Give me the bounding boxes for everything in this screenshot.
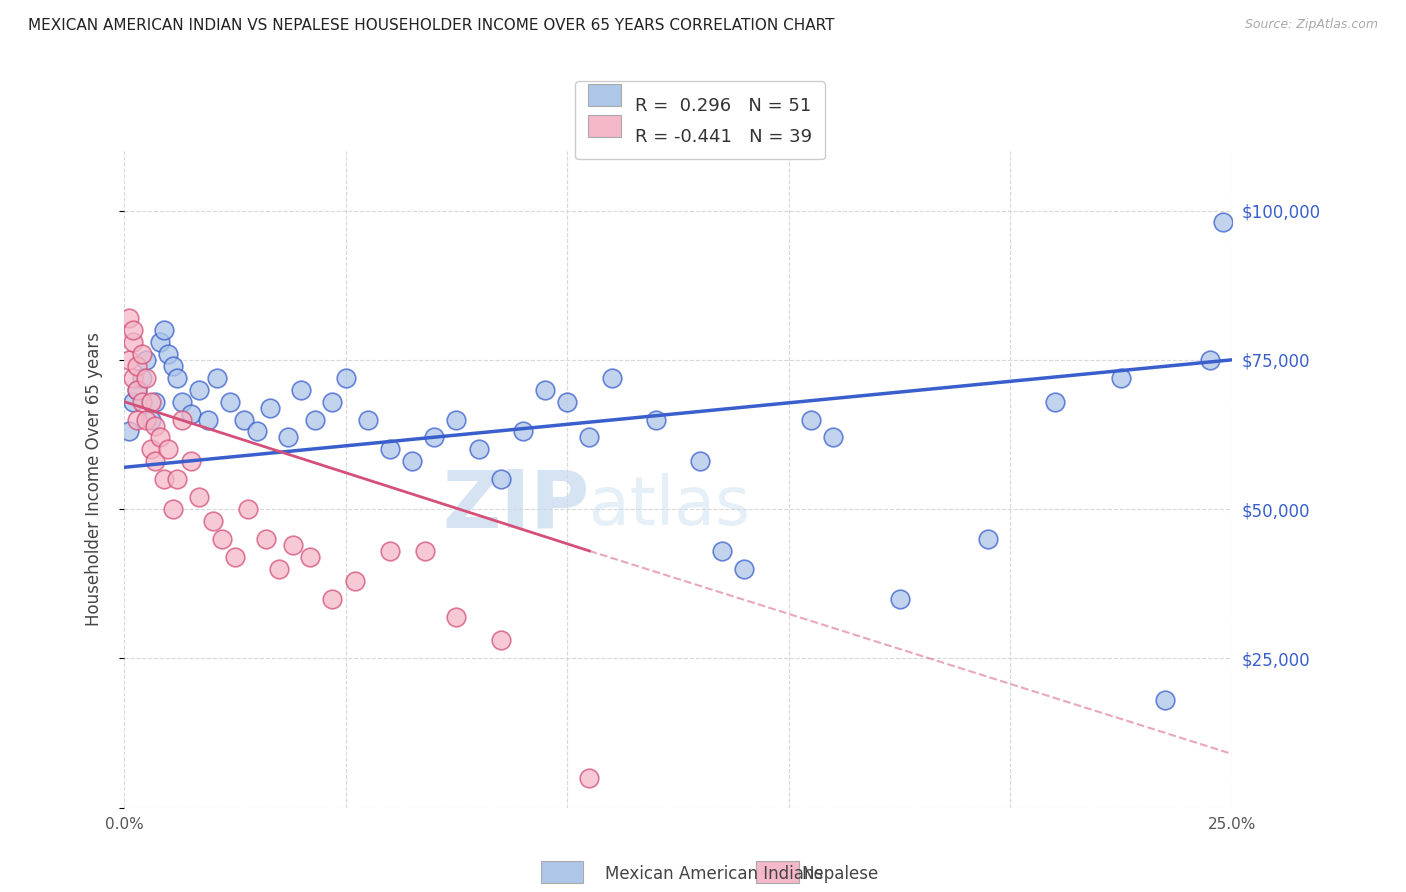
Point — [489, 472, 512, 486]
Point — [122, 334, 145, 349]
Point — [166, 370, 188, 384]
Text: MEXICAN AMERICAN INDIAN VS NEPALESE HOUSEHOLDER INCOME OVER 65 YEARS CORRELATION: MEXICAN AMERICAN INDIAN VS NEPALESE HOUS… — [28, 18, 835, 33]
Point — [578, 771, 600, 785]
Point — [131, 347, 153, 361]
Point — [135, 412, 157, 426]
Point — [117, 352, 139, 367]
Point — [378, 442, 401, 457]
Point — [139, 442, 162, 457]
Point — [401, 454, 423, 468]
Point — [180, 454, 202, 468]
Point — [197, 412, 219, 426]
Point — [148, 334, 170, 349]
Text: atlas: atlas — [589, 473, 751, 539]
Point — [117, 425, 139, 439]
Point — [281, 538, 304, 552]
Y-axis label: Householder Income Over 65 years: Householder Income Over 65 years — [86, 332, 103, 626]
Point — [254, 532, 277, 546]
Point — [122, 370, 145, 384]
Point — [205, 370, 228, 384]
Point — [378, 544, 401, 558]
Point — [1154, 693, 1177, 707]
Point — [148, 430, 170, 444]
Point — [423, 430, 446, 444]
Point — [578, 430, 600, 444]
Point — [143, 454, 166, 468]
Point — [122, 323, 145, 337]
Point — [117, 311, 139, 326]
Point — [335, 370, 357, 384]
Point — [127, 383, 149, 397]
Point — [131, 370, 153, 384]
Point — [290, 383, 312, 397]
Point — [259, 401, 281, 415]
Point — [304, 412, 326, 426]
Point — [357, 412, 380, 426]
Point — [143, 394, 166, 409]
Point — [127, 412, 149, 426]
Point — [162, 359, 184, 373]
Point — [170, 412, 193, 426]
Point — [219, 394, 242, 409]
Point — [224, 549, 246, 564]
Point — [1198, 352, 1220, 367]
Point — [277, 430, 299, 444]
Point — [446, 609, 468, 624]
Text: Source: ZipAtlas.com: Source: ZipAtlas.com — [1244, 18, 1378, 31]
Point — [135, 352, 157, 367]
Point — [135, 370, 157, 384]
Point — [170, 394, 193, 409]
Point — [415, 544, 437, 558]
Point — [127, 359, 149, 373]
Point — [1043, 394, 1066, 409]
Point — [188, 383, 211, 397]
Legend: R =  0.296   N = 51, R = -0.441   N = 39: R = 0.296 N = 51, R = -0.441 N = 39 — [575, 81, 825, 160]
Point — [512, 425, 534, 439]
Point — [201, 514, 224, 528]
Point — [269, 562, 291, 576]
Point — [188, 490, 211, 504]
Point — [1212, 215, 1234, 229]
Point — [211, 532, 233, 546]
Point — [321, 394, 343, 409]
Point — [733, 562, 755, 576]
Point — [157, 442, 180, 457]
Point — [153, 472, 176, 486]
Point — [534, 383, 557, 397]
Point — [143, 418, 166, 433]
Point — [139, 412, 162, 426]
Point — [823, 430, 845, 444]
Point — [238, 502, 260, 516]
Point — [889, 591, 911, 606]
Point — [711, 544, 734, 558]
Point — [321, 591, 343, 606]
Point — [131, 394, 153, 409]
Text: Nepalese: Nepalese — [801, 864, 879, 882]
Point — [153, 323, 176, 337]
Text: ZIP: ZIP — [441, 467, 589, 544]
Text: Mexican American Indians: Mexican American Indians — [605, 864, 823, 882]
Point — [977, 532, 1000, 546]
Point — [180, 407, 202, 421]
Point — [555, 394, 578, 409]
Point — [800, 412, 823, 426]
Point — [343, 574, 366, 588]
Point — [166, 472, 188, 486]
Point — [446, 412, 468, 426]
Point — [1109, 370, 1132, 384]
Point — [489, 633, 512, 648]
Point — [689, 454, 711, 468]
Point — [600, 370, 623, 384]
Point — [127, 383, 149, 397]
Point — [644, 412, 666, 426]
Point — [162, 502, 184, 516]
Point — [139, 394, 162, 409]
Point — [232, 412, 254, 426]
Point — [157, 347, 180, 361]
Point — [246, 425, 269, 439]
Point — [467, 442, 489, 457]
Point — [299, 549, 322, 564]
Point — [122, 394, 145, 409]
